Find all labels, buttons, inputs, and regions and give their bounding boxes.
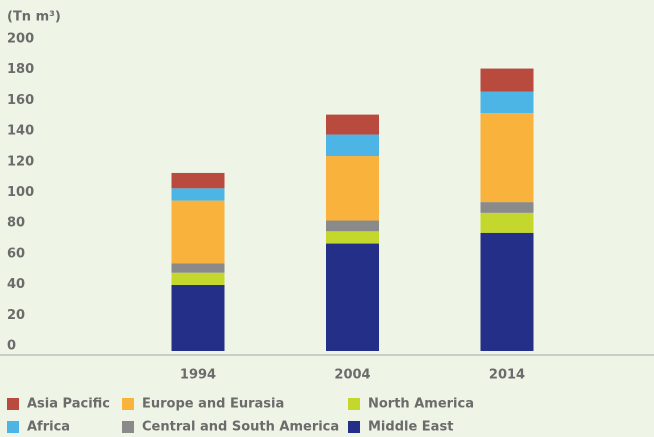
- bar-segment: [480, 68, 534, 92]
- bar-segment: [171, 172, 225, 189]
- legend-swatch: [7, 421, 19, 433]
- x-tick-label: 2004: [334, 368, 370, 383]
- y-tick-label: 0: [7, 339, 16, 354]
- bar-segment: [326, 156, 379, 221]
- legend-swatch: [122, 398, 134, 410]
- legend-swatch: [7, 398, 19, 410]
- legend-swatch: [122, 421, 134, 433]
- legend-label: Europe and Eurasia: [142, 397, 284, 412]
- y-tick-label: 20: [7, 308, 25, 323]
- y-tick-label: 160: [7, 93, 34, 108]
- bar-segment: [171, 284, 225, 351]
- legend-label: Central and South America: [142, 420, 339, 435]
- bar-segment: [326, 134, 379, 157]
- y-tick-label: 60: [7, 246, 25, 261]
- legend-swatch: [348, 421, 360, 433]
- y-tick-label: 80: [7, 216, 25, 231]
- y-tick-label: 140: [7, 124, 34, 139]
- legend-swatch: [348, 398, 360, 410]
- y-tick-label: 200: [7, 32, 34, 47]
- bar-segment: [171, 200, 225, 264]
- bar-segment: [480, 212, 534, 233]
- bar-segment: [326, 220, 379, 232]
- bar-segment: [171, 188, 225, 201]
- y-axis-label: (Tn m³): [7, 10, 61, 25]
- bar-segment: [326, 231, 379, 244]
- bar-segment: [326, 114, 379, 135]
- bar-segment: [326, 243, 379, 351]
- y-tick-label: 40: [7, 277, 25, 292]
- bar-segment: [171, 263, 225, 273]
- y-tick-label: 100: [7, 185, 34, 200]
- y-tick-label: 120: [7, 154, 34, 169]
- legend-label: Asia Pacific: [27, 397, 110, 412]
- bar-segment: [480, 91, 534, 114]
- bar-segment: [171, 272, 225, 285]
- legend-label: Middle East: [368, 420, 453, 435]
- x-tick-label: 1994: [180, 368, 216, 383]
- bar-segment: [480, 113, 534, 203]
- y-tick-label: 180: [7, 62, 34, 77]
- legend-label: North America: [368, 397, 474, 412]
- x-tick-label: 2014: [489, 368, 525, 383]
- bar-segment: [480, 202, 534, 213]
- bar-segment: [480, 232, 534, 351]
- legend-label: Africa: [27, 420, 70, 435]
